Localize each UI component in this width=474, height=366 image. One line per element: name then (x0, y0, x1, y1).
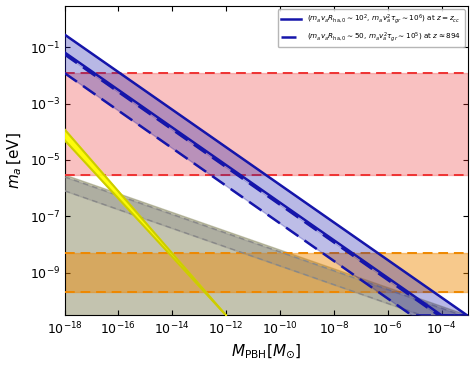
Legend: $(m_a v_a R_{\rm ha,0}\sim 10^2,\, m_a v_a^2 \tau_{gr}\sim 10^6)$ at $z=z_{cc}$,: $(m_a v_a R_{\rm ha,0}\sim 10^2,\, m_a v… (278, 9, 465, 48)
Bar (64, 253, 468, 292)
Bar (64, 73, 468, 175)
X-axis label: $M_{\mathrm{PBH}}[M_{\odot}]$: $M_{\mathrm{PBH}}[M_{\odot}]$ (231, 343, 302, 361)
Y-axis label: $m_a\,[\mathrm{eV}]$: $m_a\,[\mathrm{eV}]$ (6, 132, 24, 189)
